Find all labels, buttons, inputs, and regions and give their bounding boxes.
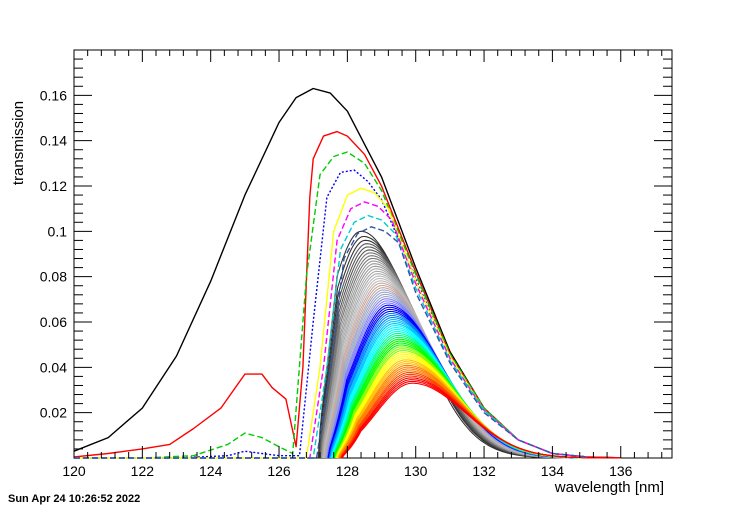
x-tick-label: 122: [131, 463, 155, 479]
x-tick-label: 126: [267, 463, 291, 479]
y-tick-label: 0.04: [40, 359, 67, 375]
x-tick-label: 130: [404, 463, 428, 479]
x-tick-label: 132: [472, 463, 496, 479]
x-axis-title: wavelength [nm]: [554, 479, 664, 496]
timestamp: Sun Apr 24 10:26:52 2022: [8, 493, 140, 505]
y-axis-title: transmission: [10, 101, 27, 185]
x-tick-label: 136: [609, 463, 633, 479]
x-tick-label: 124: [199, 463, 223, 479]
y-tick-label: 0.14: [40, 133, 67, 149]
y-tick-label: 0.08: [40, 269, 67, 285]
y-tick-label: 0.06: [40, 314, 67, 330]
x-tick-label: 134: [541, 463, 565, 479]
y-tick-label: 0.02: [40, 405, 67, 421]
y-tick-label: 0.1: [48, 223, 68, 239]
series-layer: [73, 87, 621, 459]
axes: 120 122 124 126 128 130 132 134 136 0.02 0.04 0.06 0…: [40, 50, 672, 479]
y-tick-label: 0.16: [40, 87, 67, 103]
x-tick-label: 120: [62, 463, 86, 479]
x-tick-label: 128: [336, 463, 360, 479]
series-line-8: [74, 226, 587, 459]
plot-frame: [73, 49, 673, 459]
series-line-3: [74, 151, 587, 459]
spectrum-band: [317, 230, 621, 459]
band-curve: [341, 382, 619, 459]
y-tick-label: 0.12: [40, 178, 67, 194]
